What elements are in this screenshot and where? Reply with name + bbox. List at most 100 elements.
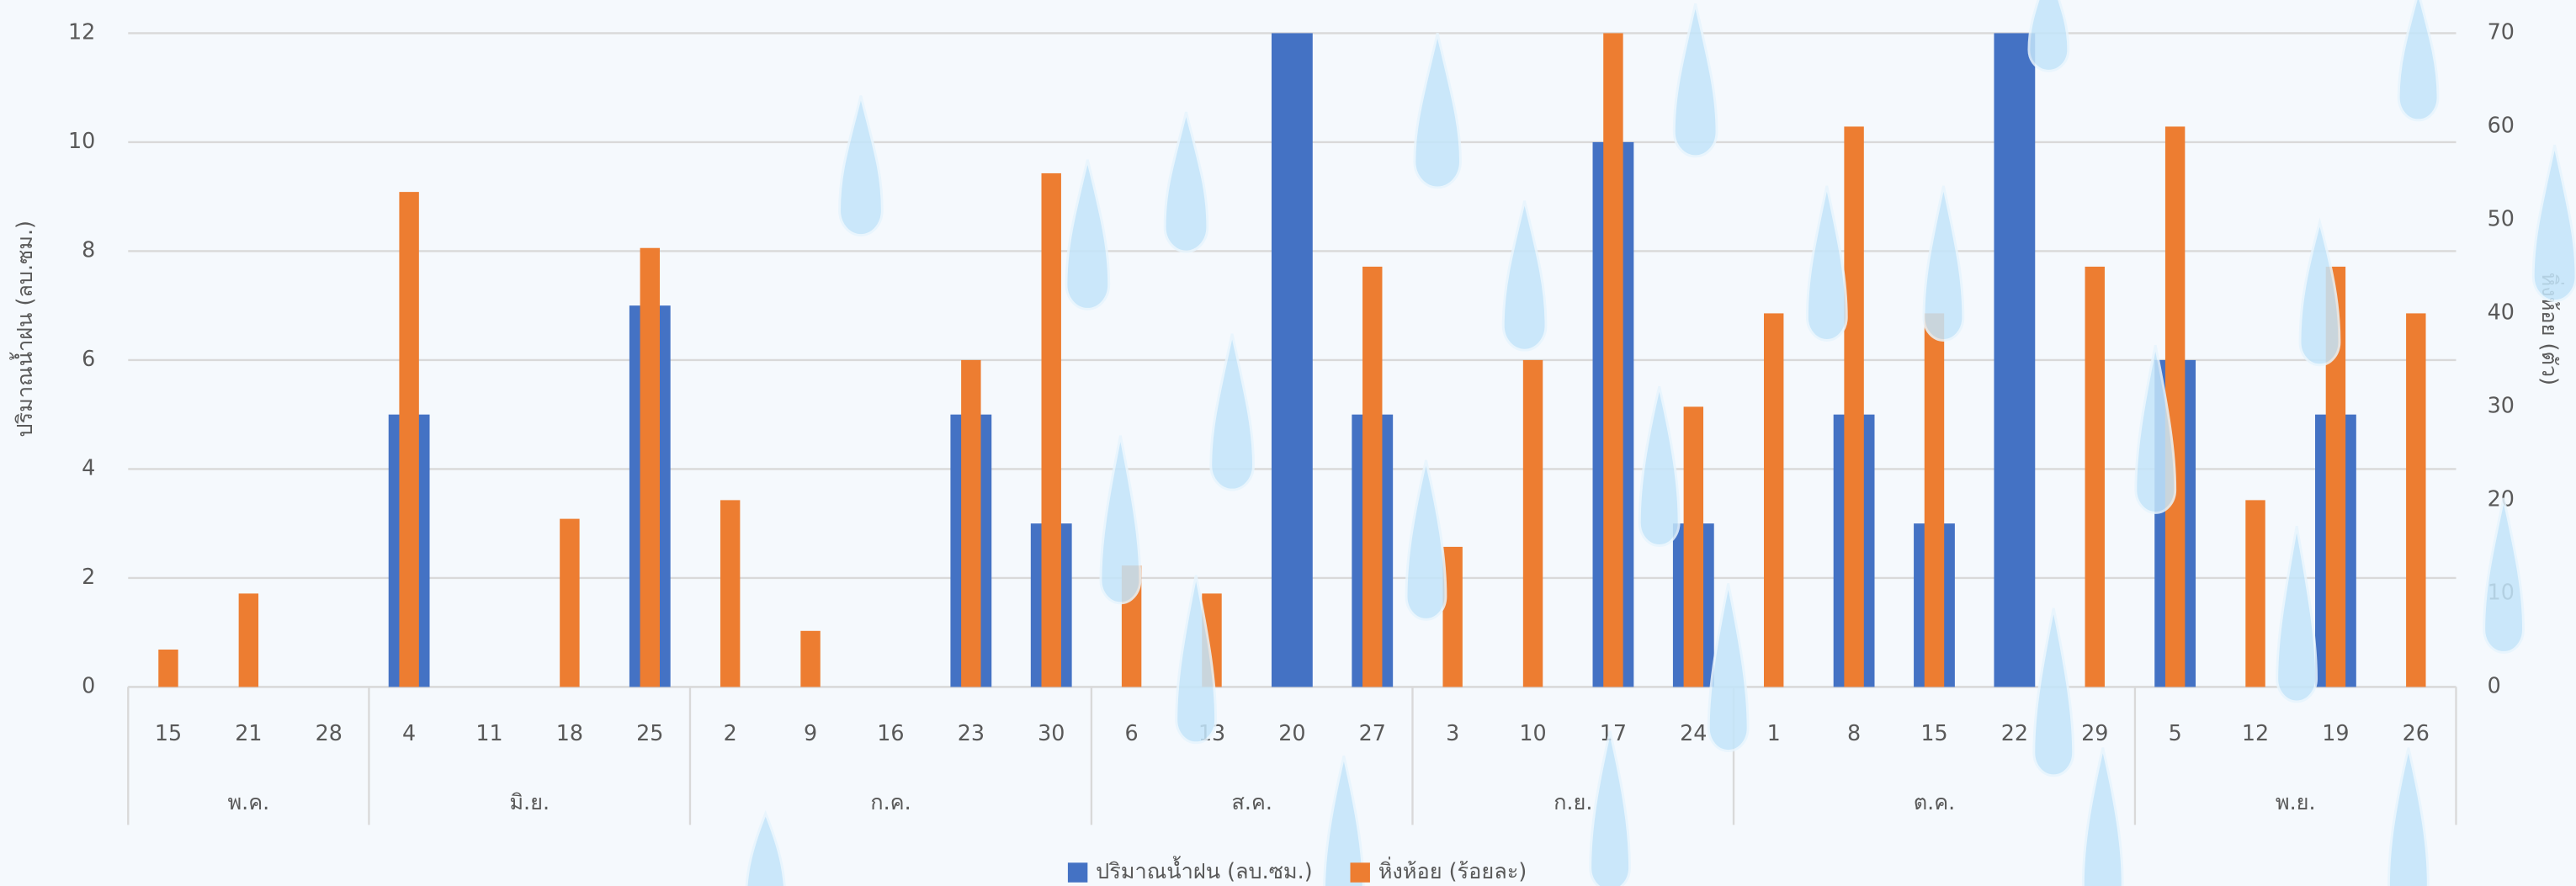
bar <box>800 630 821 687</box>
bar <box>640 247 660 687</box>
bar <box>399 192 419 687</box>
bar <box>2325 266 2346 687</box>
raindrop <box>1163 111 1209 253</box>
x-tick-label: 18 <box>556 720 583 745</box>
group-label: ก.ย. <box>1554 789 1592 814</box>
raindrop <box>1805 185 1848 342</box>
raindrop <box>1589 730 1632 886</box>
raindrop <box>1099 435 1142 605</box>
y-tick-label: 10 <box>68 128 95 153</box>
bar <box>238 593 259 687</box>
y-tick-label: 4 <box>82 454 95 480</box>
x-tick-label: 12 <box>2242 720 2269 745</box>
raindrop <box>1175 575 1218 745</box>
x-tick-label: 26 <box>2403 720 2430 745</box>
x-tick-label: 24 <box>1680 720 1707 745</box>
legend-swatch <box>1067 862 1088 883</box>
x-tick-label: 8 <box>1847 720 1861 745</box>
raindrop <box>2483 497 2525 654</box>
x-tick-label: 20 <box>1278 720 1305 745</box>
x-tick-label: 16 <box>877 720 904 745</box>
bar <box>1763 313 1784 687</box>
x-tick-label: 27 <box>1359 720 1386 745</box>
x-tick-label: 9 <box>804 720 817 745</box>
x-tick-label: 21 <box>235 720 262 745</box>
raindrop <box>2397 0 2440 122</box>
raindrop <box>1413 33 1462 189</box>
y-axis-title: ปริมาณน้ำฝน (ลบ.ซม.) <box>9 220 37 438</box>
x-tick-label: 2 <box>724 720 737 745</box>
bar <box>1522 359 1543 687</box>
y2-tick-label: 0 <box>2488 672 2501 698</box>
y-tick-label: 8 <box>82 236 95 262</box>
raindrop <box>1323 756 1365 886</box>
x-tick-label: 29 <box>2081 720 2108 745</box>
group-label: มิ.ย. <box>509 789 550 814</box>
group-label: ส.ค. <box>1231 789 1272 814</box>
y2-tick-label: 70 <box>2488 19 2515 44</box>
raindrops <box>745 0 2576 886</box>
raindrop <box>1501 200 1548 352</box>
x-tick-label: 11 <box>475 720 502 745</box>
raindrop <box>1405 459 1447 621</box>
bar <box>1683 406 1704 687</box>
bar <box>1844 126 1864 687</box>
raindrop <box>1707 583 1750 752</box>
group-label: พ.ย. <box>2276 789 2316 814</box>
bar <box>1603 33 1623 687</box>
y-tick-label: 6 <box>82 346 95 371</box>
bar <box>158 649 178 687</box>
y2-tick-label: 50 <box>2488 205 2515 231</box>
bar <box>1271 33 1313 687</box>
y-tick-label: 0 <box>82 672 95 698</box>
legend: ปริมาณน้ำฝน (ลบ.ซม.) หิ่งห้อย (ร้อยละ) <box>1067 856 1527 883</box>
bar <box>961 359 981 687</box>
y2-tick-label: 30 <box>2488 392 2515 417</box>
bar <box>2085 266 2105 687</box>
x-tick-label: 28 <box>316 720 343 745</box>
raindrop <box>2298 217 2341 367</box>
y-tick-label: 2 <box>82 564 95 589</box>
raindrop <box>2276 525 2318 703</box>
bar <box>1442 546 1463 687</box>
raindrop <box>838 95 884 236</box>
raindrop <box>745 809 786 886</box>
legend-label: ปริมาณน้ำฝน (ลบ.ซม.) <box>1096 856 1313 883</box>
bar <box>1041 172 1061 687</box>
raindrop <box>2387 747 2430 886</box>
bar <box>1362 266 1383 687</box>
x-tick-label: 15 <box>1920 720 1947 745</box>
x-tick-label: 25 <box>636 720 663 745</box>
bar <box>720 500 741 687</box>
x-tick-label: 5 <box>2169 720 2182 745</box>
raindrop <box>2081 747 2124 886</box>
x-tick-label: 30 <box>1038 720 1065 745</box>
x-tick-label: 22 <box>2001 720 2028 745</box>
bar <box>2406 313 2426 687</box>
bar <box>2245 500 2265 687</box>
raindrop <box>2531 144 2576 303</box>
group-label: พ.ค. <box>227 789 269 814</box>
x-tick-label: 6 <box>1125 720 1139 745</box>
y-tick-label: 12 <box>68 19 95 44</box>
y2-tick-label: 60 <box>2488 112 2515 137</box>
x-tick-label: 23 <box>958 720 985 745</box>
x-tick-label: 4 <box>402 720 416 745</box>
raindrop <box>2027 0 2070 72</box>
x-tick-label: 15 <box>155 720 182 745</box>
x-tick-label: 3 <box>1446 720 1459 745</box>
y2-tick-label: 40 <box>2488 299 2515 324</box>
raindrop <box>1672 3 1718 158</box>
legend-swatch <box>1350 862 1370 883</box>
raindrop <box>1065 159 1111 310</box>
x-tick-label: 1 <box>1767 720 1781 745</box>
group-label: ก.ค. <box>870 789 911 814</box>
x-tick-label: 19 <box>2322 720 2349 745</box>
legend-label: หิ่งห้อย (ร้อยละ) <box>1378 857 1527 883</box>
raindrop <box>2032 607 2075 777</box>
bar <box>1924 313 1945 687</box>
raindrop <box>2134 345 2177 514</box>
x-tick-label: 10 <box>1519 720 1546 745</box>
